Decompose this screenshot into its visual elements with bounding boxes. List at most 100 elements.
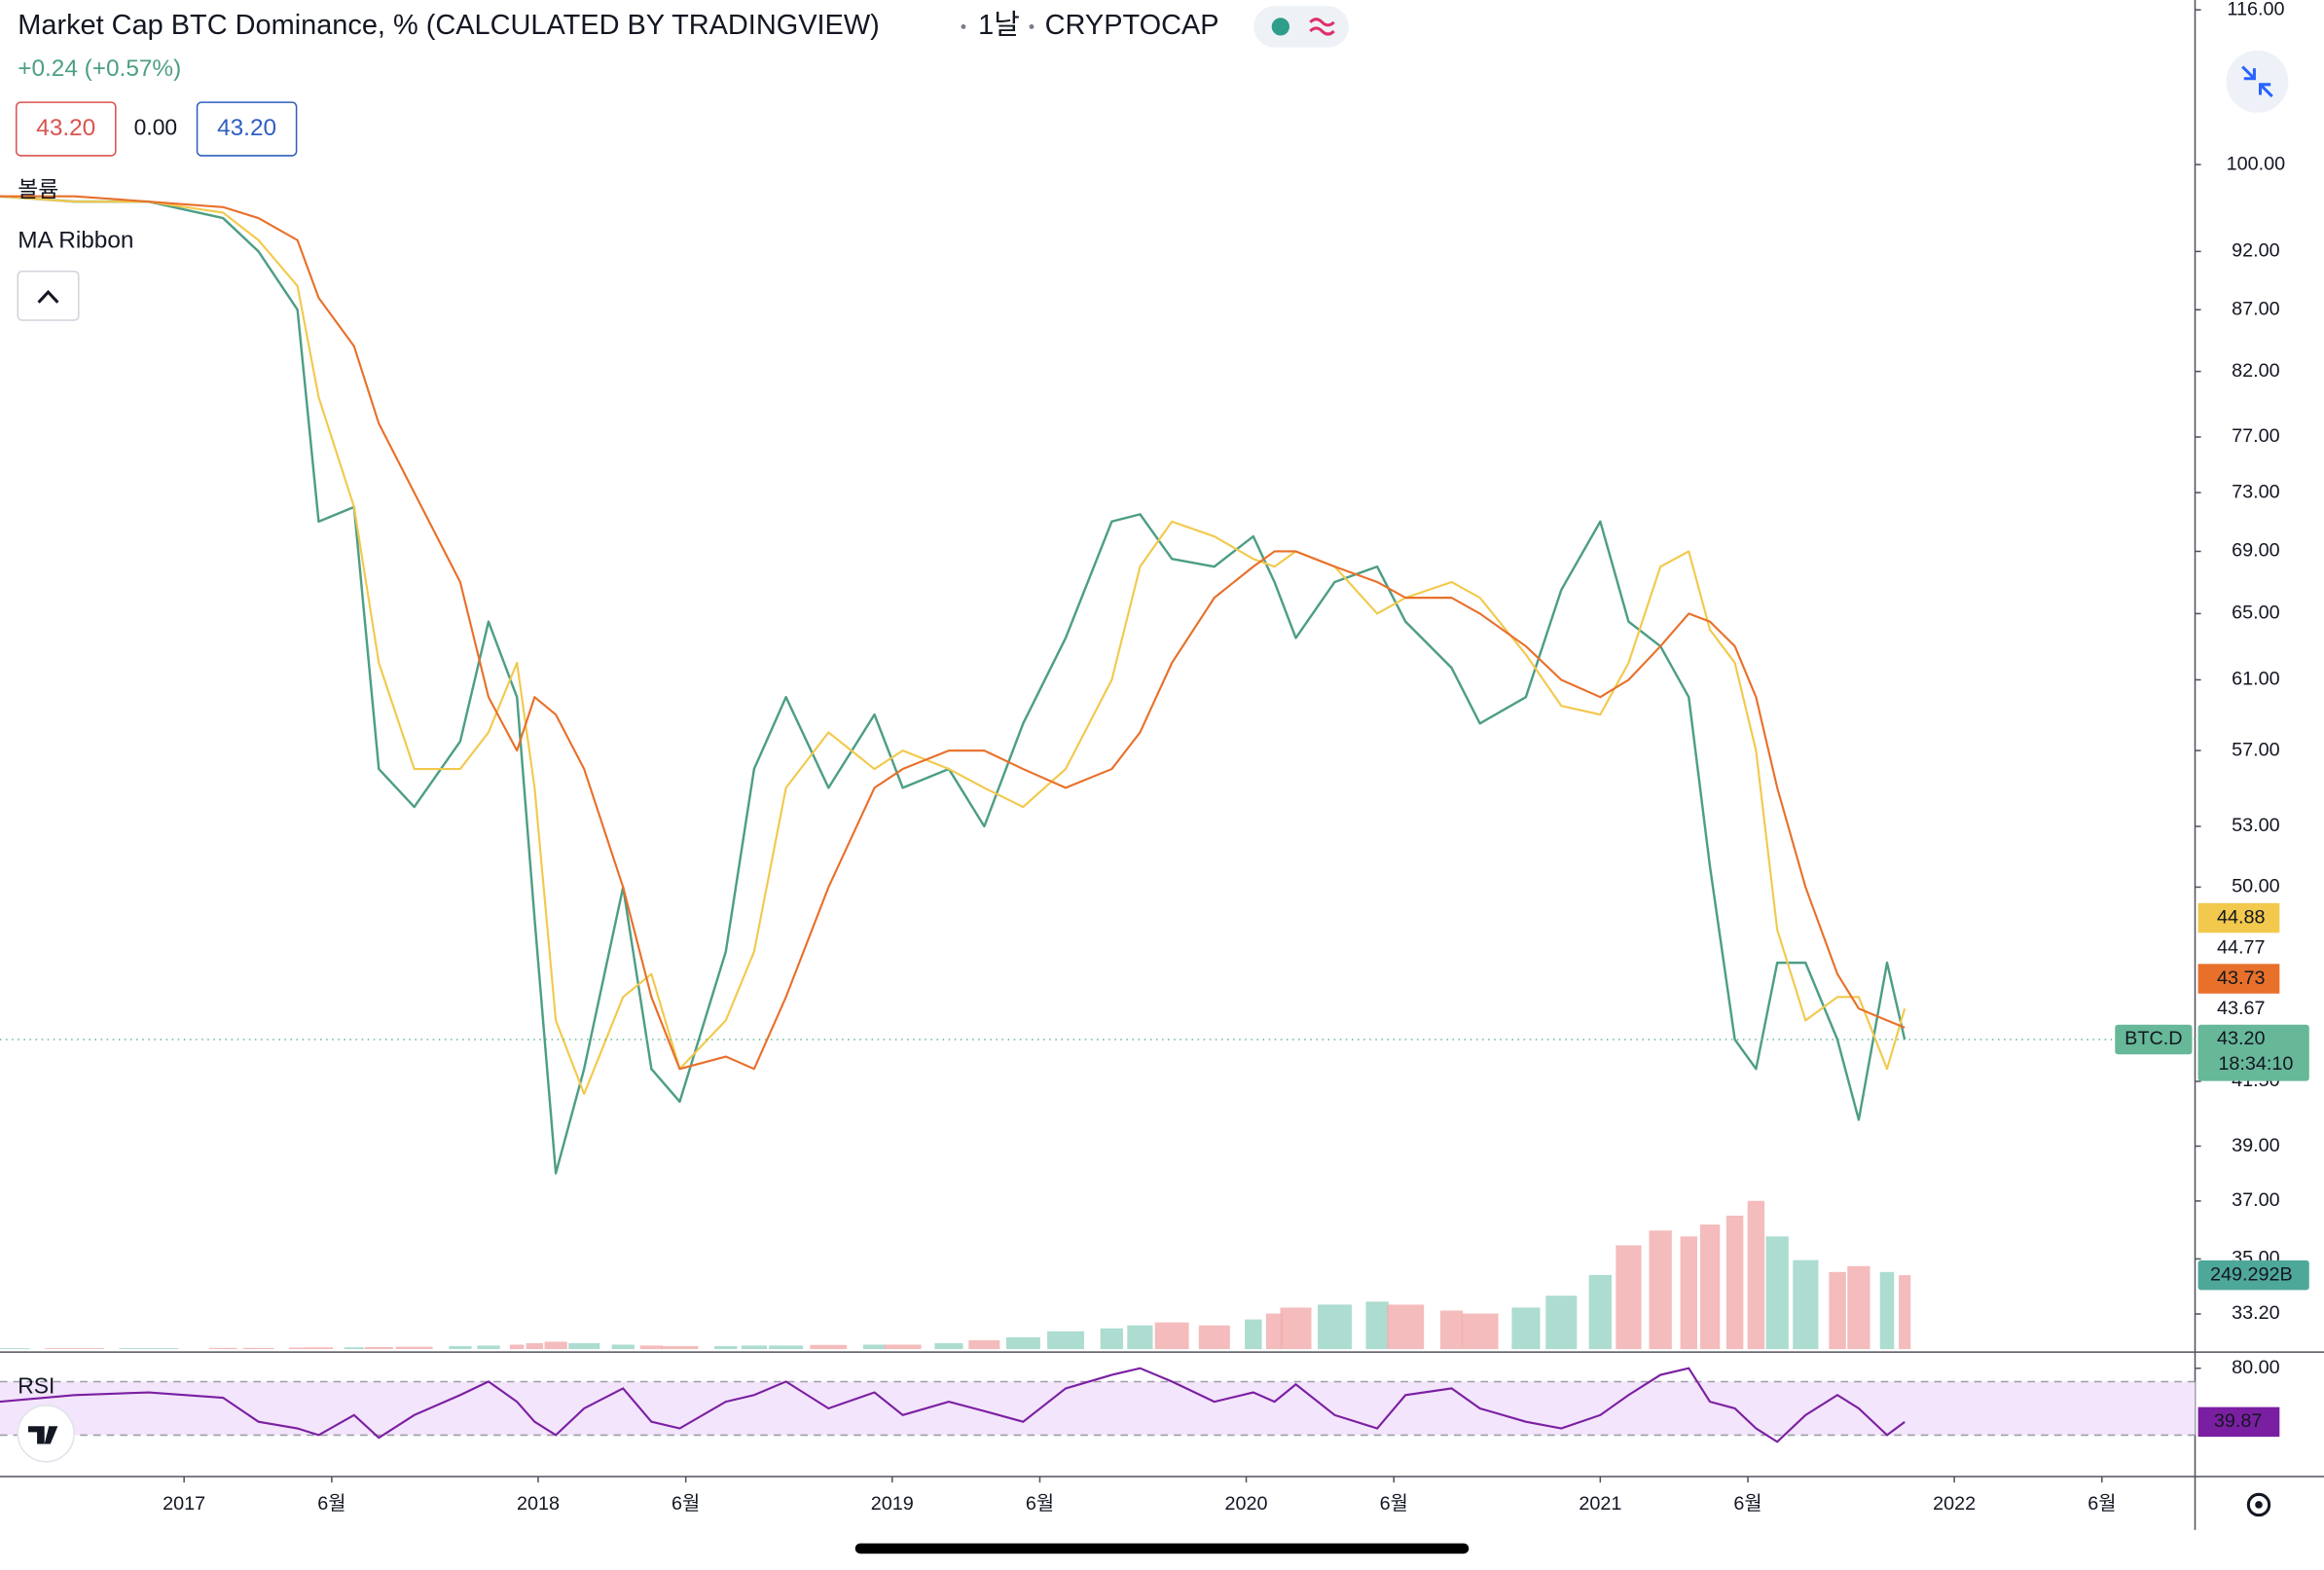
volume-bar (611, 1344, 635, 1350)
plot-area: 116.00 100.00 92.00 87.00 82.00 77.00 73.00 69.… (0, 0, 2309, 1515)
volume-bar (862, 1344, 887, 1350)
volume-bar (1318, 1304, 1352, 1350)
volume-bar (810, 1344, 848, 1350)
volume-bar (344, 1347, 364, 1350)
volume-bar (1100, 1328, 1123, 1350)
volume-bar (1005, 1336, 1040, 1350)
volume-bar (477, 1345, 500, 1350)
volume-bar (1829, 1271, 1846, 1350)
overlay: Market Cap BTC Dominance, % (CALCULATED … (15, 6, 2289, 1554)
home-indicator (854, 1543, 1470, 1554)
logo-glyph (27, 1426, 58, 1444)
data-status-icon (1309, 18, 1335, 36)
volume-bar (1245, 1319, 1262, 1350)
volume-bar (395, 1346, 433, 1350)
x-tick-label: 2022 (1933, 1493, 1976, 1515)
volume-bar (1511, 1307, 1541, 1350)
volume-bar (1545, 1296, 1578, 1350)
settings-hub (2255, 1501, 2263, 1509)
price-change: +0.24 (+0.57%) (18, 55, 181, 82)
interval: 1날 (978, 10, 1020, 41)
rsi-legend: RSI (18, 1373, 54, 1399)
y-tick-label: 69.00 (2232, 540, 2280, 562)
volume-bar (208, 1347, 237, 1350)
rsi-last-box (2197, 1406, 2280, 1438)
volume-bar (509, 1344, 525, 1350)
moving-average-line (0, 195, 1906, 1095)
volume-bar (769, 1345, 804, 1350)
volume-bar (1699, 1224, 1721, 1350)
exit-fullscreen-button[interactable] (2226, 50, 2289, 113)
chevron-icon (37, 289, 59, 304)
buy-box[interactable] (196, 101, 298, 157)
ma-price-label: 43.73 (2217, 968, 2266, 989)
volume-bar (968, 1339, 1000, 1350)
volume-bar (449, 1346, 472, 1350)
volume-bar (1899, 1275, 1911, 1350)
volume-bar (661, 1346, 699, 1350)
y-tick-label: 82.00 (2232, 360, 2280, 382)
y-tick-label: 50.00 (2232, 876, 2280, 897)
volume-bar (364, 1346, 393, 1350)
volume-bar (568, 1342, 600, 1350)
rsi-line (0, 1367, 1906, 1443)
volume-last-label: 249.292B (2210, 1263, 2293, 1285)
tradingview-logo[interactable] (17, 1405, 75, 1463)
ma-price-box (2197, 902, 2280, 933)
volume-bar (1461, 1313, 1499, 1350)
volume-bar (1747, 1200, 1765, 1350)
volume-bar (1588, 1274, 1612, 1350)
y-tick-label: 61.00 (2232, 669, 2280, 690)
volume-bar (934, 1342, 963, 1350)
volume-bar (1439, 1310, 1464, 1350)
ma-price-label: 43.67 (2217, 998, 2266, 1019)
separator-dot (961, 23, 966, 29)
y-tick-label: 73.00 (2232, 481, 2280, 502)
y-tick-label: 77.00 (2232, 425, 2280, 447)
volume-bar (1365, 1301, 1389, 1350)
sell-price: 43.20 (36, 115, 95, 141)
rsi-y-tick-label: 80.00 (2232, 1357, 2280, 1378)
volume-bar (1847, 1265, 1870, 1350)
collapse-legend-button[interactable] (17, 270, 80, 321)
x-tick-label: 2020 (1225, 1493, 1268, 1515)
x-tick-label: 6월 (2088, 1493, 2116, 1515)
volume-bar (1725, 1215, 1744, 1350)
symbol-name: BTC.D (2124, 1028, 2182, 1049)
volume-bar (119, 1348, 179, 1350)
last-price-label: 43.20 (2217, 1028, 2266, 1049)
x-tick-label: 6월 (1380, 1493, 1408, 1515)
x-tick-label: 6월 (1733, 1493, 1761, 1515)
volume-bar (44, 1348, 104, 1350)
settings-button[interactable] (2246, 1492, 2271, 1517)
volume-bar (1047, 1331, 1084, 1350)
buy-price: 43.20 (217, 115, 276, 141)
ma-price-label: 44.77 (2217, 937, 2266, 959)
y-tick-label: 39.00 (2232, 1135, 2280, 1156)
ma-price-box (2197, 964, 2280, 994)
volume-bar (242, 1347, 274, 1350)
volume-bar (1680, 1236, 1698, 1350)
symbol-tag (2115, 1024, 2193, 1055)
ma-price-label: 44.88 (2217, 906, 2266, 928)
volume-bar (304, 1347, 333, 1350)
x-tick-label: 6월 (317, 1493, 345, 1515)
y-tick-label: 100.00 (2227, 153, 2286, 174)
y-tick-label: 33.20 (2232, 1302, 2280, 1324)
rsi-band (0, 1381, 2196, 1436)
volume-bar (1154, 1322, 1189, 1350)
x-tick-label: 2021 (1579, 1493, 1621, 1515)
x-tick-label: 6월 (672, 1493, 700, 1515)
status-pill[interactable] (1253, 6, 1349, 48)
last-price-box (2197, 1024, 2309, 1081)
y-tick-label: 37.00 (2232, 1189, 2280, 1211)
volume-bar (714, 1346, 738, 1350)
x-tick-label: 6월 (1026, 1493, 1054, 1515)
volume-bar (1198, 1325, 1230, 1350)
volume-bar (741, 1345, 767, 1350)
y-tick-label: 57.00 (2232, 739, 2280, 760)
sell-box[interactable] (15, 101, 117, 157)
